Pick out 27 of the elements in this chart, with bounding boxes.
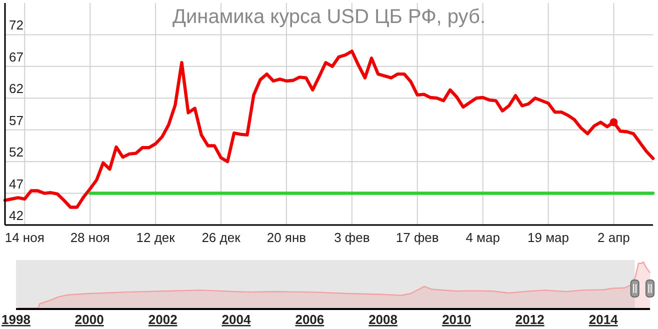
x-tick-label: 12 дек [136, 230, 176, 245]
x-tick-label: 2014 [588, 312, 619, 327]
x-tick-label: 20 янв [266, 230, 306, 245]
x-tick-label: 28 ноя [70, 230, 110, 245]
x-tick-label: 3 фев [334, 230, 370, 245]
y-tick-label: 67 [9, 49, 24, 64]
y-tick-label: 72 [9, 18, 24, 33]
x-tick-label: 26 дек [202, 230, 241, 245]
x-tick-label: 19 мар [528, 230, 570, 245]
x-tick-label: 2006 [295, 312, 324, 327]
x-tick-label: 14 ноя [4, 230, 44, 245]
y-tick-label: 52 [9, 144, 24, 160]
x-tick-label: 2008 [368, 312, 398, 327]
x-tick-label: 2010 [442, 312, 471, 327]
y-tick-label: 62 [9, 81, 24, 96]
x-tick-label: 2004 [222, 312, 252, 327]
x-tick-label: 17 фев [396, 230, 439, 245]
x-tick-label: 2012 [515, 312, 544, 327]
x-tick-label: 1998 [2, 312, 30, 327]
y-tick-label: 42 [9, 208, 24, 223]
x-tick-label: 2 апр [598, 230, 630, 245]
chart-title: Динамика курса USD ЦБ РФ, руб. [172, 6, 486, 28]
x-tick-label: 4 мар [466, 230, 500, 245]
x-tick-label: 2002 [148, 312, 178, 327]
y-tick-label: 57 [9, 112, 24, 128]
x-tick-label: 2000 [74, 312, 104, 327]
y-tick-label: 47 [9, 176, 24, 192]
